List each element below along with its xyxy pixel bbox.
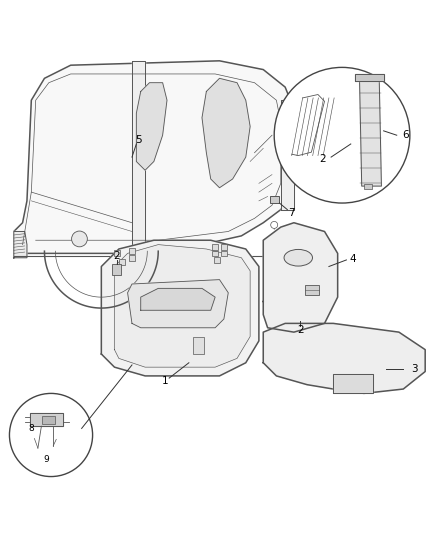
Polygon shape bbox=[114, 245, 250, 367]
Ellipse shape bbox=[283, 249, 312, 266]
Text: 9: 9 bbox=[43, 455, 49, 464]
Text: 2: 2 bbox=[113, 251, 120, 261]
Text: 7: 7 bbox=[288, 208, 294, 218]
Polygon shape bbox=[354, 74, 383, 81]
Text: 1: 1 bbox=[161, 376, 168, 386]
Polygon shape bbox=[30, 413, 63, 426]
Bar bbox=[129, 248, 135, 254]
Polygon shape bbox=[127, 280, 228, 328]
Bar bbox=[119, 259, 125, 265]
Bar bbox=[212, 244, 217, 250]
Text: 2: 2 bbox=[318, 154, 325, 164]
Polygon shape bbox=[263, 324, 424, 393]
Bar bbox=[112, 264, 121, 275]
Text: 2: 2 bbox=[297, 325, 303, 335]
Bar bbox=[113, 251, 120, 256]
Polygon shape bbox=[101, 240, 258, 376]
Polygon shape bbox=[263, 223, 337, 332]
Polygon shape bbox=[136, 83, 166, 170]
Circle shape bbox=[274, 67, 409, 203]
Polygon shape bbox=[14, 231, 27, 258]
Polygon shape bbox=[359, 79, 381, 186]
Polygon shape bbox=[14, 61, 293, 258]
Bar bbox=[220, 251, 226, 256]
Polygon shape bbox=[332, 374, 372, 393]
Text: 8: 8 bbox=[28, 424, 34, 433]
Bar bbox=[214, 257, 219, 263]
Circle shape bbox=[71, 231, 87, 247]
Polygon shape bbox=[141, 288, 215, 310]
Polygon shape bbox=[201, 78, 250, 188]
Bar bbox=[304, 285, 318, 295]
Bar bbox=[42, 416, 55, 424]
Circle shape bbox=[270, 221, 277, 229]
Text: 3: 3 bbox=[410, 365, 417, 374]
Bar bbox=[129, 255, 135, 261]
Text: 6: 6 bbox=[401, 130, 408, 140]
Text: 5: 5 bbox=[135, 135, 141, 144]
Polygon shape bbox=[280, 100, 293, 209]
Bar bbox=[269, 196, 279, 203]
Bar bbox=[212, 251, 217, 256]
Text: 4: 4 bbox=[349, 254, 356, 264]
Bar bbox=[193, 336, 204, 354]
Circle shape bbox=[10, 393, 92, 477]
Bar bbox=[220, 244, 226, 250]
Bar bbox=[363, 184, 371, 189]
Polygon shape bbox=[132, 61, 145, 253]
